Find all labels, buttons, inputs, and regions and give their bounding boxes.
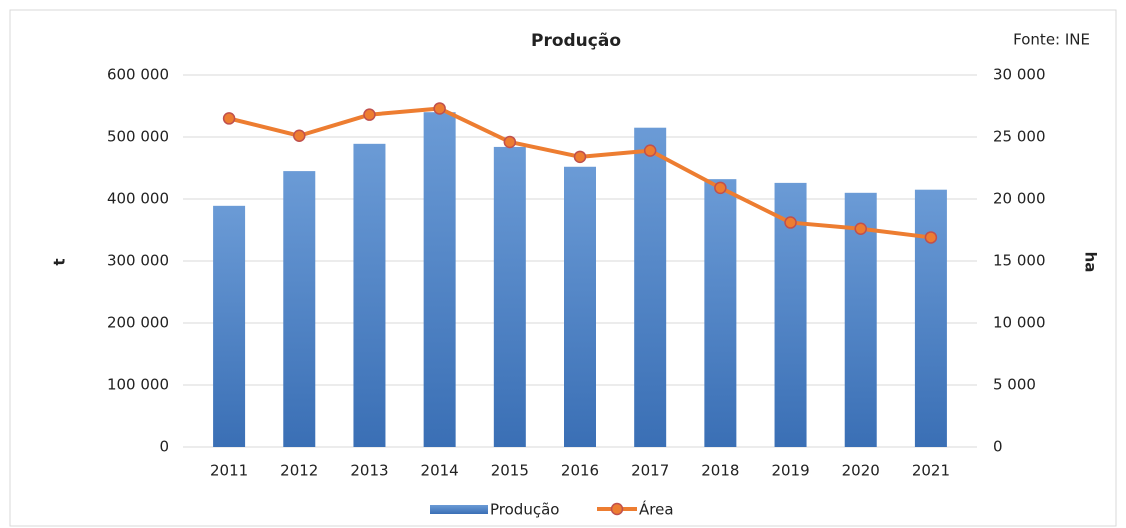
legend-swatch [430,505,488,514]
line-marker [784,216,797,229]
y-tick-label: 300 000 [107,252,169,270]
line-marker [363,108,376,121]
x-tick-label: 2017 [631,462,669,480]
bar [213,205,246,447]
y2-tick-label: 0 [993,438,1003,456]
y-tick-label: 600 000 [107,66,169,84]
bar [844,192,877,447]
line-marker [293,129,306,143]
x-tick-label: 2021 [912,462,950,480]
x-tick-label: 2014 [421,462,459,480]
line-marker [854,222,867,236]
x-tick-label: 2011 [210,462,248,480]
y-tick-label: 100 000 [107,376,169,394]
bar [353,143,386,447]
y-axis-label: t [51,258,69,265]
y2-tick-label: 10 000 [993,314,1046,332]
legend-swatch [610,502,624,516]
x-tick-label: 2020 [842,462,880,480]
y-tick-label: 400 000 [107,190,169,208]
y2-tick-label: 30 000 [993,66,1046,84]
bar [634,127,667,447]
y-tick-label: 200 000 [107,314,169,332]
bar [914,189,947,447]
annotation: Fonte: INE [1013,31,1090,49]
x-tick-label: 2015 [491,462,529,480]
bar [564,166,596,447]
legend-label: Produção [490,501,559,519]
y-tick-label: 0 [159,438,169,456]
y-tick-label: 500 000 [107,128,169,146]
x-tick-label: 2013 [350,462,388,480]
y2-axis-label: ha [1082,252,1100,273]
x-tick-label: 2018 [701,462,739,480]
chart-border [9,9,1117,527]
x-tick-label: 2016 [561,462,599,480]
bar [704,179,737,447]
line-marker [643,144,657,157]
chart-title: Produção [531,31,621,51]
line-marker [573,150,587,164]
line-marker [714,181,727,195]
legend-label: Área [639,500,674,519]
y2-tick-label: 15 000 [993,252,1046,270]
y2-tick-label: 5 000 [993,376,1036,394]
x-tick-label: 2019 [771,462,809,480]
y2-tick-label: 25 000 [993,128,1046,146]
line-marker [433,102,446,115]
bar [493,146,526,448]
y2-tick-label: 20 000 [993,190,1046,208]
line-marker [222,112,236,125]
line-marker [924,231,938,244]
bar [283,171,316,447]
line-marker [503,135,517,149]
x-tick-label: 2012 [280,462,318,480]
bar [423,112,456,447]
